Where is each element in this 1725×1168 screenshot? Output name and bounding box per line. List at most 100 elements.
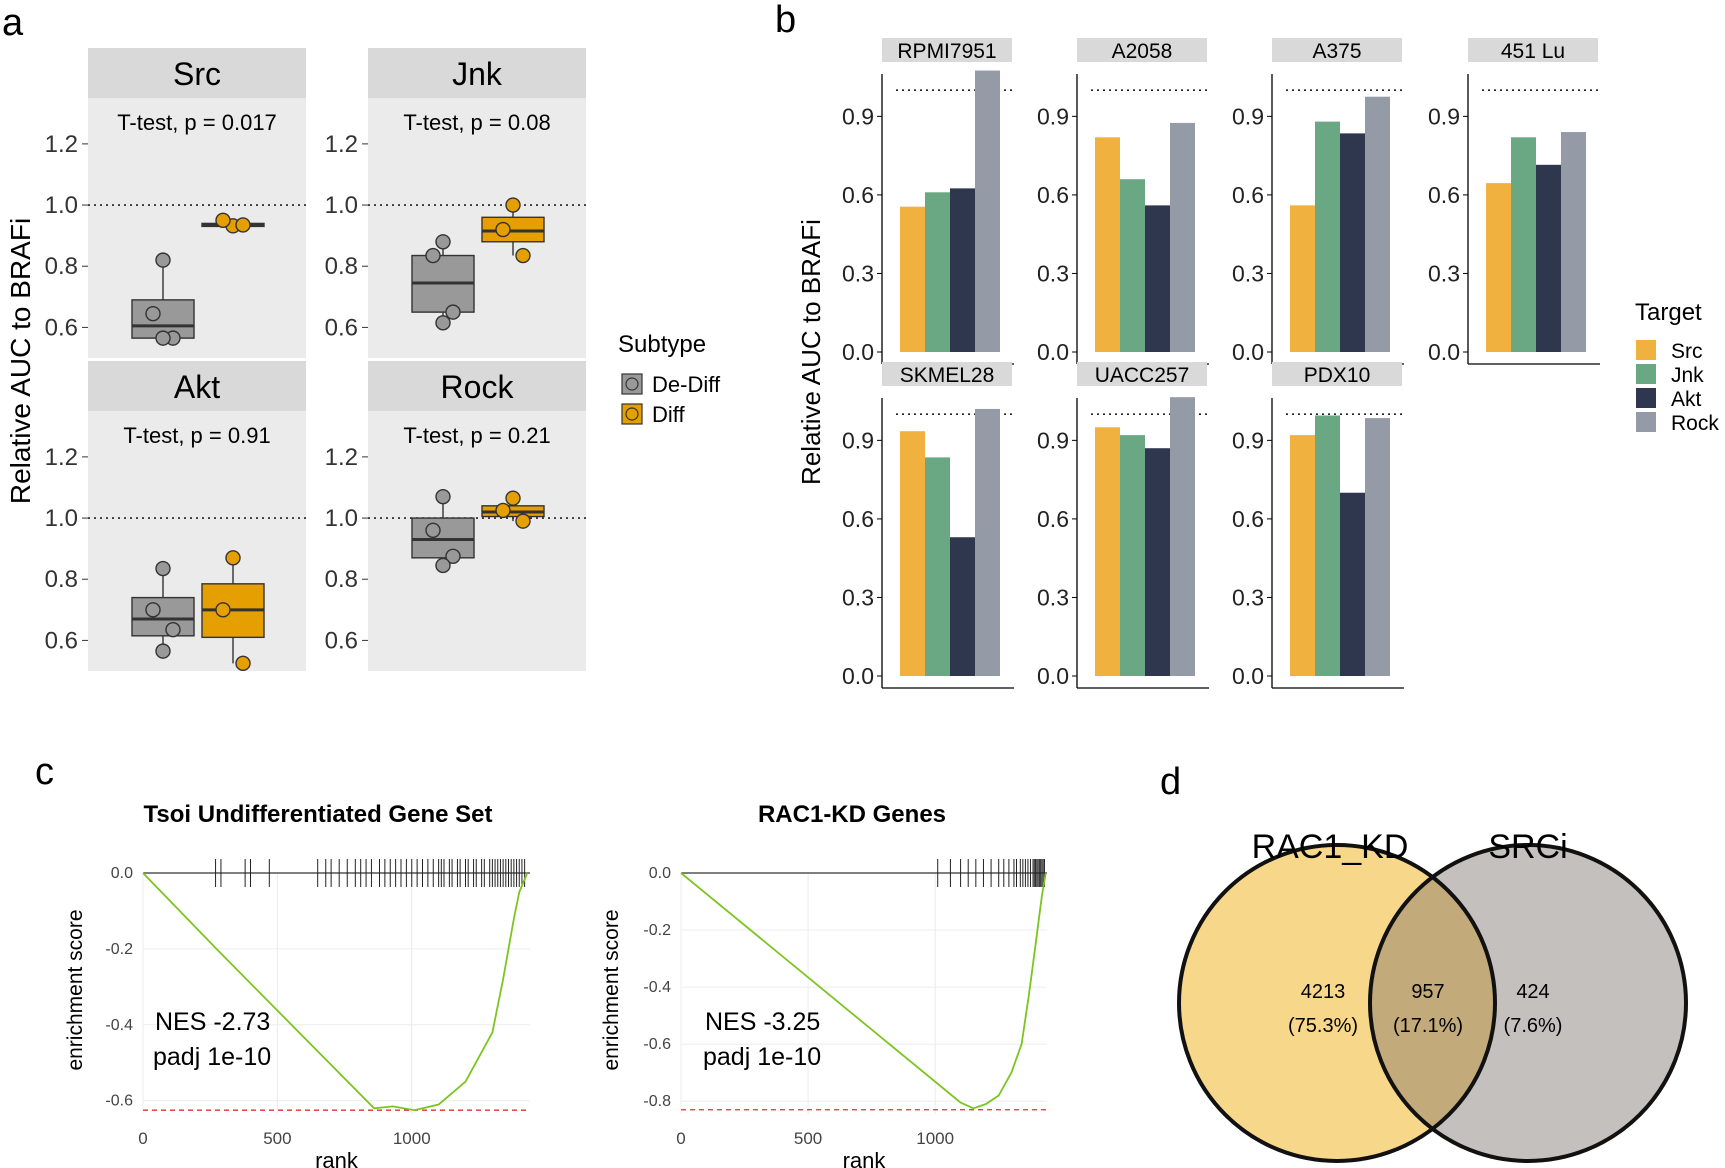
y-tick-label: 0.6	[1037, 182, 1069, 208]
test-annotation: T-test, p = 0.91	[123, 423, 270, 448]
y-tick-label: 0.9	[1232, 103, 1264, 129]
y-tick-label: 0.6	[842, 182, 874, 208]
bar-jnk	[925, 192, 950, 352]
y-tick-label: 0.0	[1037, 339, 1069, 365]
bar-akt	[1536, 164, 1561, 352]
y-axis-label: enrichment score	[600, 909, 623, 1070]
data-point	[425, 522, 441, 538]
box	[411, 517, 475, 559]
data-point	[435, 557, 451, 574]
y-tick-label: 1.0	[325, 505, 358, 532]
y-tick-label: 0.6	[325, 627, 358, 654]
y-tick-label: 0.9	[1037, 427, 1069, 453]
facet-strip	[88, 48, 306, 98]
y-tick-label: 1.2	[325, 131, 358, 158]
y-tick-label: -0.2	[643, 922, 671, 939]
nes-label: NES -2.73	[155, 1008, 270, 1036]
x-tick-label: 1000	[916, 1129, 954, 1148]
facet-title: A2058	[1112, 40, 1173, 63]
venn-percent: (17.1%)	[1393, 1015, 1463, 1037]
y-tick-label: 0.6	[45, 627, 78, 654]
panel-c-enrichment-plots: Tsoi Undifferentiated Gene Set 0 500 1000 0.…	[64, 801, 1047, 1168]
legend-swatch	[1636, 388, 1656, 408]
bar-src	[1290, 435, 1315, 676]
y-tick-label: 1.2	[45, 131, 78, 158]
y-tick-label: 0.6	[842, 506, 874, 532]
box	[481, 216, 545, 243]
venn-set-label: SRCi	[1488, 828, 1567, 866]
facet-panel	[368, 411, 586, 671]
y-tick-label: 0.3	[1428, 260, 1460, 286]
y-tick-label: 0.9	[1428, 103, 1460, 129]
bar-akt	[1145, 448, 1170, 676]
legend-label: Jnk	[1671, 364, 1704, 387]
y-tick-label: 0.6	[1037, 506, 1069, 532]
facet-strip	[1272, 362, 1402, 386]
panel-label-a: a	[2, 2, 24, 44]
bar-rock	[1170, 122, 1195, 352]
enrichment-curve	[680, 872, 1047, 1110]
data-point	[145, 305, 161, 322]
data-point	[215, 212, 231, 229]
data-point	[435, 315, 451, 331]
panel-label-b: b	[775, 0, 796, 41]
y-tick-label: 0.0	[842, 339, 874, 365]
data-point	[515, 513, 531, 529]
y-tick-label: 0.9	[842, 427, 874, 453]
legend-marker	[625, 377, 639, 391]
y-tick-label: 0.3	[842, 584, 874, 610]
y-axis-label: Relative AUC to BRAFi	[5, 218, 36, 504]
legend-swatch	[1636, 412, 1656, 432]
y-axis-label: Relative AUC to BRAFi	[796, 219, 826, 485]
data-point	[235, 655, 251, 672]
x-tick-label: 0	[676, 1129, 685, 1148]
legend-marker	[625, 407, 639, 421]
facet-strip	[368, 361, 586, 411]
venn-count: 957	[1411, 981, 1444, 1003]
y-tick-label: 0.8	[325, 566, 358, 593]
data-point	[505, 490, 521, 506]
y-tick-label: 0.0	[111, 865, 133, 882]
facet-strip	[1468, 38, 1598, 62]
panel-a-boxplots: Relative AUC to BRAFi Src 0.6 0.8 1.0 1.2 T-te…	[5, 48, 721, 672]
y-tick-label: 0.6	[45, 314, 78, 341]
facet-strip	[1077, 38, 1207, 62]
x-tick-label: 500	[263, 1129, 291, 1148]
facet-title: Jnk	[452, 56, 503, 92]
y-tick-label: 0.3	[1037, 260, 1069, 286]
y-tick-label: -0.6	[643, 1036, 671, 1053]
data-point	[495, 502, 511, 519]
bar-src	[900, 206, 925, 352]
facet-title: Src	[173, 56, 221, 92]
facet-strip	[1272, 38, 1402, 62]
venn-count: 4213	[1301, 981, 1346, 1003]
venn-outline-rac1-kd	[1177, 843, 1497, 1163]
bar-rock	[975, 70, 1000, 352]
data-point	[145, 602, 161, 618]
y-tick-label: 1.2	[45, 444, 78, 471]
facet-title: PDX10	[1304, 364, 1371, 387]
y-tick-label: 0.3	[842, 260, 874, 286]
bar-akt	[1340, 133, 1365, 352]
data-point	[425, 247, 441, 264]
y-tick-label: 0.3	[1037, 584, 1069, 610]
x-tick-label: 500	[794, 1129, 822, 1148]
y-tick-label: 0.8	[45, 566, 78, 593]
legend-label: Src	[1671, 340, 1703, 363]
bar-akt	[950, 188, 975, 352]
facet-strip	[882, 38, 1012, 62]
y-tick-label: 0.0	[1232, 339, 1264, 365]
y-tick-label: -0.8	[643, 1093, 671, 1110]
venn-count: 424	[1516, 981, 1549, 1003]
y-tick-label: 0.9	[1037, 103, 1069, 129]
y-tick-label: 1.0	[45, 192, 78, 219]
y-tick-label: 0.3	[1232, 260, 1264, 286]
y-tick-label: 0.0	[1037, 663, 1069, 689]
bar-akt	[950, 537, 975, 676]
bar-akt	[1340, 492, 1365, 676]
bar-rock	[1365, 96, 1390, 353]
y-tick-label: 0.6	[325, 314, 358, 341]
data-point	[435, 488, 451, 505]
facet-strip	[88, 361, 306, 411]
panel-b-bar-charts: Relative AUC to BRAFi RPMI7951 0.0 0.3 0.6 0.…	[796, 38, 1719, 689]
